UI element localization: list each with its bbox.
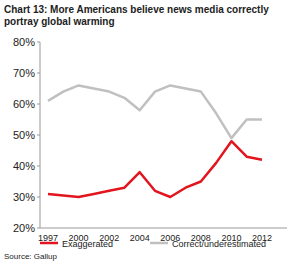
title-line: portray global warming bbox=[4, 16, 115, 27]
y-tick-label: 70% bbox=[13, 67, 35, 79]
y-tick bbox=[37, 42, 40, 43]
y-tick-label: 20% bbox=[13, 222, 35, 234]
y-tick bbox=[37, 104, 40, 105]
y-tick bbox=[37, 135, 40, 136]
series-line bbox=[48, 141, 262, 197]
x-tick-label: 1997 bbox=[38, 233, 58, 243]
y-tick bbox=[37, 166, 40, 167]
y-tick-label: 30% bbox=[13, 191, 35, 203]
legend-label: Correct/underestimated bbox=[172, 239, 266, 249]
y-tick-label: 40% bbox=[13, 160, 35, 172]
chart: Chart 13: More Americans believe news me… bbox=[0, 0, 300, 264]
x-tick-label: 2004 bbox=[130, 233, 150, 243]
source: Source: Gallup bbox=[4, 252, 57, 261]
y-tick-label: 80% bbox=[13, 36, 35, 48]
title: Chart 13: More Americans believe news me… bbox=[4, 4, 269, 27]
legend-swatch bbox=[150, 242, 168, 245]
y-tick bbox=[37, 197, 40, 198]
x-axis bbox=[40, 228, 287, 229]
legend-label: Exaggerated bbox=[62, 239, 113, 249]
y-tick-label: 60% bbox=[13, 98, 35, 110]
legend-swatch bbox=[40, 242, 58, 245]
y-tick-label: 50% bbox=[13, 129, 35, 141]
y-tick bbox=[37, 73, 40, 74]
series-line bbox=[48, 85, 262, 138]
plot-area bbox=[48, 85, 262, 197]
title-line: Chart 13: More Americans believe news me… bbox=[4, 4, 269, 15]
y-tick bbox=[37, 228, 40, 229]
